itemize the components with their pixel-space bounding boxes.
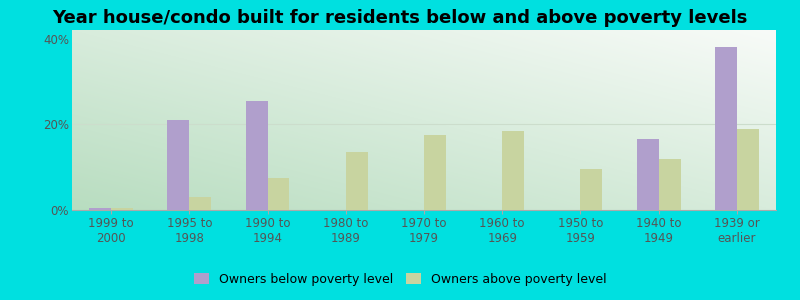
Bar [167,120,190,210]
Bar [658,159,681,210]
Bar [111,208,133,210]
Bar [246,101,267,210]
Legend: Owners below poverty level, Owners above poverty level: Owners below poverty level, Owners above… [189,268,611,291]
Bar [90,208,111,210]
Text: Year house/condo built for residents below and above poverty levels: Year house/condo built for residents bel… [52,9,748,27]
Bar [637,139,658,210]
Bar [737,129,758,210]
Bar [502,131,524,210]
Bar [267,178,290,210]
Bar [715,47,737,210]
Bar [581,169,602,210]
Bar [346,152,368,210]
Bar [190,197,211,210]
Bar [424,135,446,210]
